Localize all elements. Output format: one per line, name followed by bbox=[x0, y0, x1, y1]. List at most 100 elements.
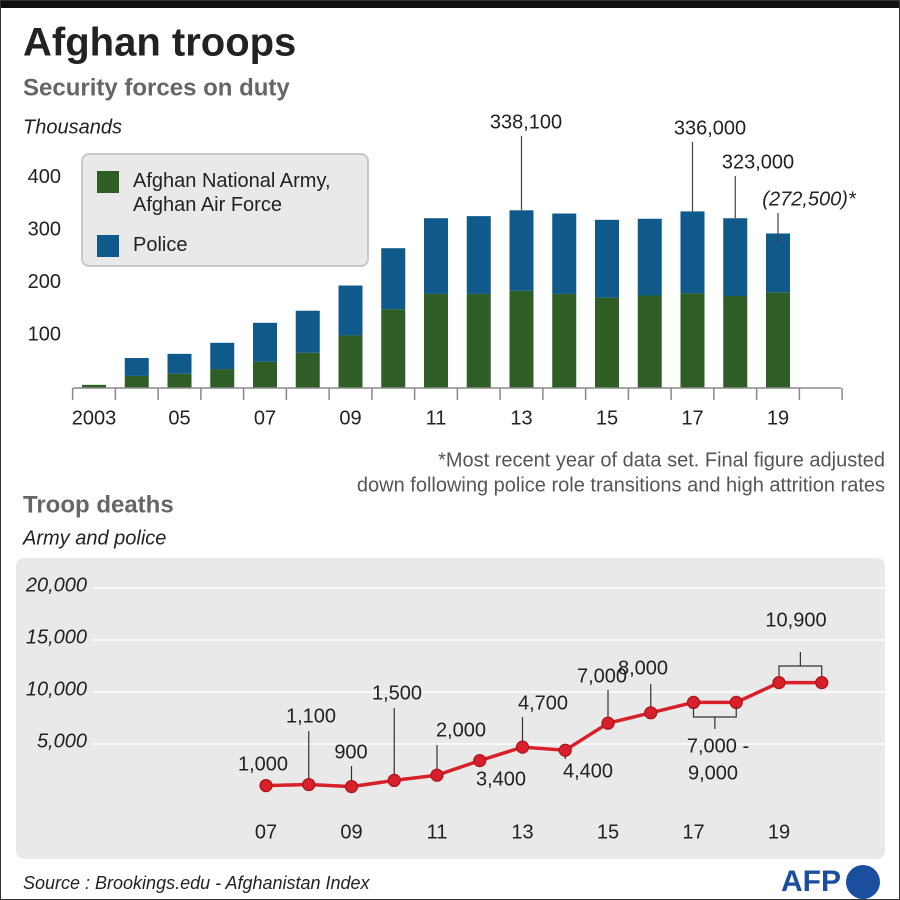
bar-segment bbox=[723, 296, 748, 388]
legend-item: Police bbox=[97, 233, 368, 257]
bar-segment bbox=[338, 335, 363, 388]
point bbox=[387, 773, 401, 788]
point bbox=[644, 706, 658, 720]
data-label: 900 bbox=[334, 741, 367, 763]
data-label: 8,000 bbox=[618, 657, 668, 679]
y-tick-label: 5,000 bbox=[37, 730, 87, 752]
bar-segment bbox=[381, 309, 406, 388]
x-tick-label: 05 bbox=[168, 407, 190, 429]
footnote: down following police role transitions a… bbox=[357, 474, 885, 496]
data-label: 3,400 bbox=[476, 768, 526, 790]
bar-segment bbox=[210, 342, 235, 370]
bar-segment bbox=[124, 375, 149, 388]
bar-segment bbox=[509, 210, 534, 291]
bar-segment bbox=[124, 358, 149, 376]
annotation: 10,900 bbox=[765, 609, 826, 631]
annotation: 9,000 bbox=[688, 762, 738, 784]
bar-segment bbox=[295, 352, 320, 388]
bracket bbox=[778, 652, 823, 676]
bar-segment bbox=[552, 293, 577, 388]
bar-segment bbox=[82, 384, 106, 388]
point bbox=[302, 777, 316, 792]
bar-segment bbox=[466, 216, 491, 294]
point bbox=[558, 743, 572, 757]
legend-label: Police bbox=[133, 234, 188, 256]
x-tick-label: 15 bbox=[597, 821, 619, 843]
bar-segment bbox=[210, 369, 235, 388]
bar-segment bbox=[637, 295, 662, 388]
annotation: 338,100 bbox=[490, 111, 562, 133]
x-tick-label: 11 bbox=[427, 821, 448, 843]
point bbox=[473, 754, 487, 768]
bar-segment bbox=[766, 292, 790, 388]
line bbox=[265, 680, 822, 789]
page-title: Afghan troops bbox=[23, 21, 296, 65]
bar-segment bbox=[509, 290, 534, 388]
bar-segment bbox=[466, 293, 491, 388]
x-tick-label: 07 bbox=[254, 407, 276, 429]
bar-segment bbox=[167, 373, 192, 388]
y-tick-label: 10,000 bbox=[26, 678, 87, 700]
x-tick-label: 09 bbox=[339, 407, 361, 429]
plot-background bbox=[16, 558, 885, 859]
x-tick-label: 09 bbox=[340, 821, 362, 843]
x-tick-label: 19 bbox=[768, 821, 790, 843]
annotation: 7,000 - bbox=[687, 735, 749, 757]
x-tick-label: 07 bbox=[255, 821, 277, 843]
y-tick-label: 200 bbox=[28, 271, 61, 293]
y-tick-label: 15,000 bbox=[26, 626, 87, 648]
y-axis-label: Thousands bbox=[23, 116, 122, 138]
x-tick-label: 13 bbox=[510, 407, 532, 429]
bar-segment bbox=[167, 353, 192, 374]
x-tick-label: 13 bbox=[511, 821, 533, 843]
y-tick-label: 20,000 bbox=[25, 574, 87, 596]
x-tick-label: 15 bbox=[596, 407, 618, 429]
data-label: 1,100 bbox=[286, 705, 336, 727]
bar-segment bbox=[680, 211, 705, 294]
bracket bbox=[692, 707, 737, 729]
bar-segment bbox=[381, 248, 406, 310]
bar-segment bbox=[723, 218, 748, 297]
bar-segment bbox=[595, 297, 619, 388]
bar-segment bbox=[424, 218, 448, 294]
point bbox=[772, 676, 786, 690]
x-tick-label: 11 bbox=[426, 407, 447, 429]
point bbox=[729, 695, 743, 710]
data-label: 4,400 bbox=[563, 760, 613, 782]
legend: Afghan National Army, Afghan Air Force Po… bbox=[81, 153, 369, 267]
legend-swatch bbox=[97, 235, 119, 257]
legend-swatch bbox=[97, 171, 119, 193]
bar-segment bbox=[424, 293, 448, 388]
source: Source : Brookings.edu - Afghanistan Ind… bbox=[23, 873, 371, 893]
point bbox=[686, 695, 701, 710]
y-tick-label: 300 bbox=[28, 219, 61, 241]
point bbox=[815, 676, 829, 690]
legend-item: Afghan National Army, Afghan Air Force bbox=[97, 169, 368, 217]
legend-label: Afghan National Army, Afghan Air Force bbox=[133, 170, 331, 216]
bar-segment bbox=[680, 293, 705, 388]
data-label: 1,000 bbox=[238, 753, 288, 775]
bar-segment bbox=[295, 310, 320, 353]
x-tick-label: 19 bbox=[767, 407, 789, 429]
x-tick-label: 2003 bbox=[72, 407, 117, 429]
annotation: 336,000 bbox=[674, 117, 746, 139]
x-tick-label: 17 bbox=[682, 821, 704, 843]
logo: AFP bbox=[781, 865, 841, 898]
chart-title: Troop deaths bbox=[23, 491, 174, 518]
logo-circle bbox=[846, 865, 880, 899]
chart-title: Security forces on duty bbox=[23, 74, 290, 101]
top-band bbox=[1, 1, 899, 8]
bar-segment bbox=[637, 218, 662, 296]
y-tick-label: 400 bbox=[28, 166, 61, 188]
bar-segment bbox=[338, 285, 363, 336]
data-label: 7,000 bbox=[577, 665, 627, 687]
data-label: 4,700 bbox=[518, 692, 568, 714]
point bbox=[259, 778, 273, 793]
data-label: 2,000 bbox=[436, 719, 486, 741]
bar-segment bbox=[552, 213, 577, 294]
bar-segment bbox=[253, 322, 277, 362]
point bbox=[430, 768, 444, 782]
annotation: (272,500)* bbox=[762, 188, 857, 210]
